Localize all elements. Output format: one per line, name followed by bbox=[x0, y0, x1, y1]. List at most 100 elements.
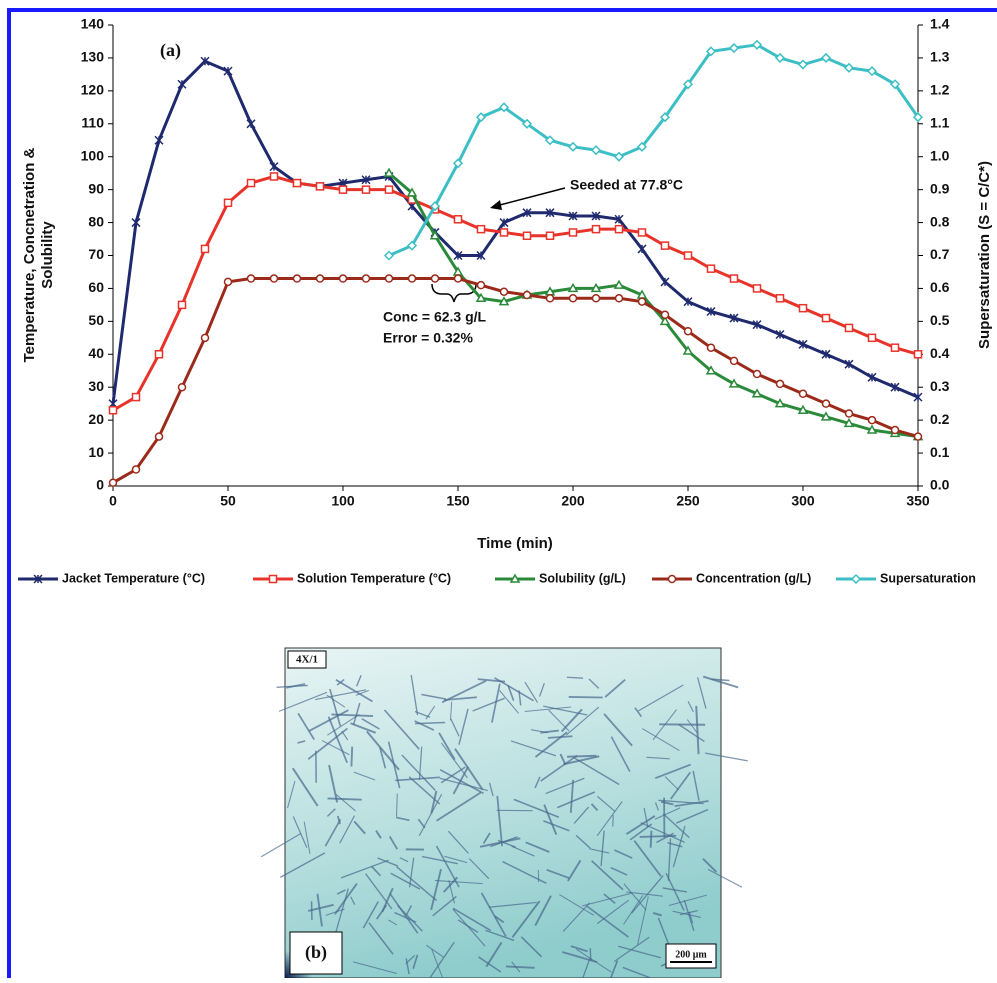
marker bbox=[271, 173, 278, 180]
marker bbox=[501, 288, 508, 295]
marker bbox=[363, 275, 370, 282]
annotation: Conc = 62.3 g/L bbox=[383, 309, 487, 325]
marker bbox=[822, 413, 830, 420]
marker bbox=[661, 278, 669, 286]
crystal bbox=[569, 697, 603, 698]
figure: (a) Time (min) Temperature, Concnetratio… bbox=[0, 0, 997, 978]
y-tick-label: 30 bbox=[88, 378, 104, 394]
marker bbox=[501, 229, 508, 236]
marker bbox=[777, 380, 784, 387]
y2-tick-label: 0.5 bbox=[930, 312, 950, 328]
x-tick-label: 0 bbox=[109, 493, 117, 509]
y-tick-label: 80 bbox=[88, 213, 104, 229]
marker bbox=[753, 390, 761, 397]
marker bbox=[133, 394, 140, 401]
marker bbox=[179, 384, 186, 391]
marker bbox=[593, 295, 600, 302]
y-tick-label: 90 bbox=[88, 180, 104, 196]
y-tick-label: 100 bbox=[81, 147, 105, 163]
y-tick-label: 140 bbox=[81, 16, 105, 32]
marker bbox=[340, 275, 347, 282]
marker bbox=[570, 295, 577, 302]
marker bbox=[638, 245, 646, 253]
legend-label: Jacket Temperature (°C) bbox=[62, 571, 205, 585]
marker bbox=[845, 419, 853, 426]
marker bbox=[386, 186, 393, 193]
marker bbox=[202, 334, 209, 341]
marker bbox=[455, 275, 462, 282]
marker bbox=[868, 426, 876, 433]
y-tick-label: 60 bbox=[88, 279, 104, 295]
series-line bbox=[113, 279, 918, 483]
marker bbox=[730, 44, 738, 52]
legend-label: Solubility (g/L) bbox=[539, 571, 626, 585]
marker bbox=[569, 143, 577, 151]
marker bbox=[592, 284, 600, 291]
y2-tick-label: 0.0 bbox=[930, 477, 950, 493]
marker bbox=[869, 417, 876, 424]
y2-tick-label: 1.2 bbox=[930, 82, 950, 98]
legend-label: Concentration (g/L) bbox=[696, 571, 811, 585]
panel-label: (b) bbox=[305, 942, 327, 963]
marker bbox=[846, 324, 853, 331]
marker bbox=[385, 169, 393, 176]
marker bbox=[478, 226, 485, 233]
y-tick-label: 40 bbox=[88, 345, 104, 361]
x-tick-label: 350 bbox=[906, 493, 930, 509]
annotation: Seeded at 77.8°C bbox=[570, 177, 683, 193]
marker bbox=[294, 180, 301, 187]
marker bbox=[132, 219, 140, 227]
y2-tick-label: 0.6 bbox=[930, 279, 950, 295]
marker bbox=[133, 466, 140, 473]
legend-marker bbox=[511, 575, 519, 582]
marker bbox=[409, 275, 416, 282]
marker bbox=[179, 301, 186, 308]
y2-tick-label: 0.7 bbox=[930, 246, 950, 262]
legend-marker bbox=[270, 576, 277, 583]
marker bbox=[800, 305, 807, 312]
marker bbox=[155, 136, 163, 144]
marker bbox=[708, 344, 715, 351]
y-axis-title: Solubility bbox=[39, 221, 56, 289]
series-line bbox=[113, 61, 918, 403]
marker bbox=[546, 288, 554, 295]
x-tick-label: 100 bbox=[331, 493, 355, 509]
y2-tick-label: 0.3 bbox=[930, 378, 950, 394]
marker bbox=[248, 180, 255, 187]
marker bbox=[731, 357, 738, 364]
annotation-arrow bbox=[496, 188, 565, 206]
marker bbox=[270, 163, 278, 171]
marker bbox=[248, 275, 255, 282]
marker bbox=[110, 479, 117, 486]
annotation-arrowhead bbox=[490, 200, 502, 210]
x-tick-label: 250 bbox=[676, 493, 700, 509]
crystal bbox=[397, 794, 398, 817]
marker bbox=[500, 298, 508, 305]
marker bbox=[156, 433, 163, 440]
page: (a) Time (min) Temperature, Concnetratio… bbox=[0, 0, 997, 978]
x-axis-title: Time (min) bbox=[477, 535, 553, 552]
crystal bbox=[328, 798, 362, 799]
marker bbox=[478, 282, 485, 289]
y2-tick-label: 0.1 bbox=[930, 444, 950, 460]
marker bbox=[823, 315, 830, 322]
marker bbox=[616, 295, 623, 302]
crystal bbox=[567, 756, 596, 757]
legend-marker bbox=[852, 575, 860, 583]
marker bbox=[178, 80, 186, 88]
marker bbox=[524, 292, 531, 299]
marker bbox=[639, 298, 646, 305]
marker bbox=[569, 284, 577, 291]
y-tick-label: 50 bbox=[88, 312, 104, 328]
y2-tick-label: 0.9 bbox=[930, 180, 950, 196]
x-tick-label: 150 bbox=[446, 493, 470, 509]
scale-bar-label: 200 μm bbox=[675, 949, 707, 960]
marker bbox=[754, 371, 761, 378]
x-tick-label: 300 bbox=[791, 493, 815, 509]
y-tick-label: 10 bbox=[88, 444, 104, 460]
panel-label: (a) bbox=[160, 40, 181, 61]
y2-tick-label: 0.4 bbox=[930, 345, 950, 361]
marker bbox=[615, 281, 623, 288]
marker bbox=[225, 278, 232, 285]
marker bbox=[547, 232, 554, 239]
